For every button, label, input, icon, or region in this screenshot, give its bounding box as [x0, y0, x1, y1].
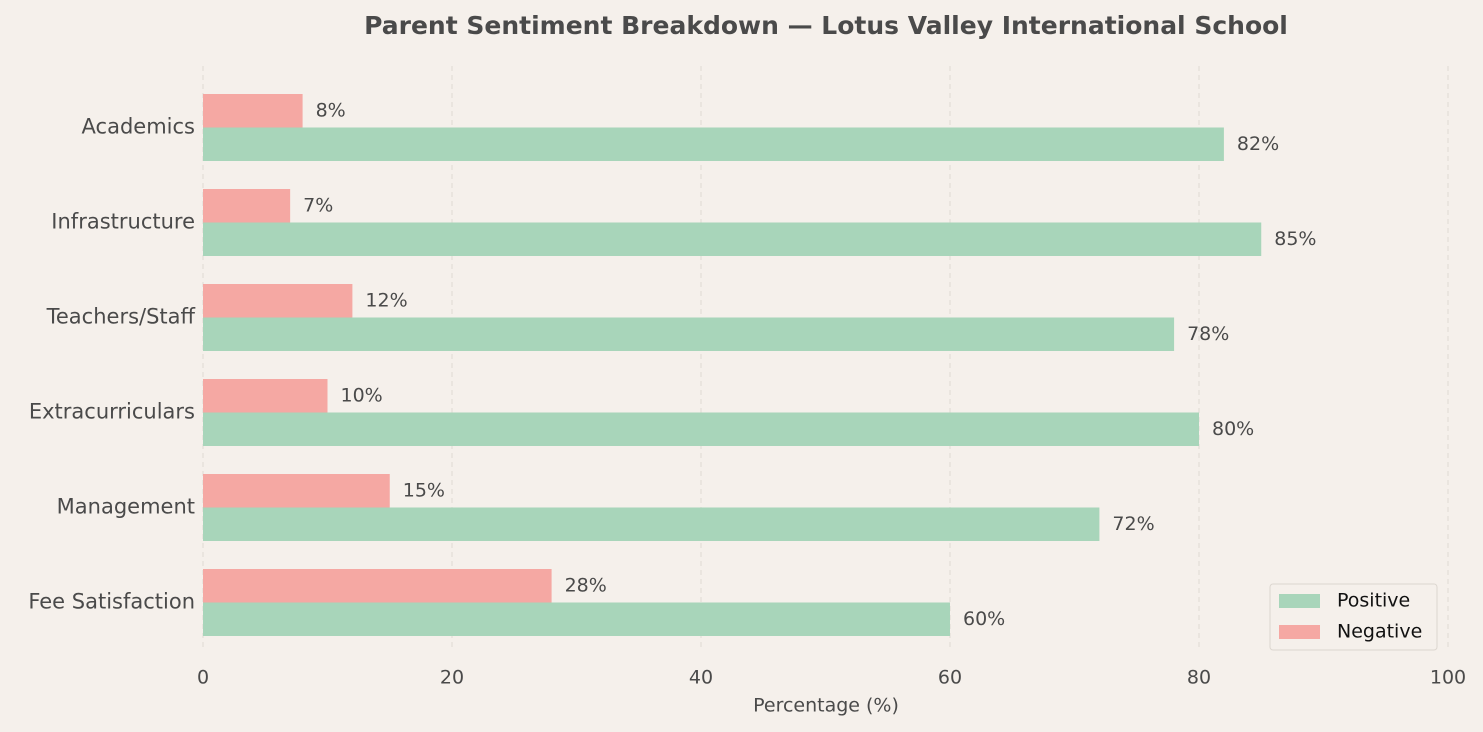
x-tick-label: 40: [689, 667, 713, 689]
bar: [203, 189, 291, 223]
value-label: 82%: [1237, 133, 1279, 155]
value-label: 80%: [1212, 418, 1254, 440]
y-tick-label: Fee Satisfaction: [28, 590, 195, 614]
chart-title: Parent Sentiment Breakdown — Lotus Valle…: [364, 11, 1288, 40]
y-tick-label: Academics: [82, 115, 195, 139]
x-tick-label: 60: [938, 667, 962, 689]
y-tick-label: Management: [57, 495, 195, 519]
value-label: 12%: [365, 289, 407, 311]
y-tick-label: Teachers/Staff: [46, 305, 196, 329]
x-tick-label: 100: [1430, 667, 1466, 689]
y-tick-label: Infrastructure: [51, 210, 195, 234]
bar: [203, 317, 1175, 351]
grid: 0 20 40 60 80 100: [197, 66, 1466, 689]
bars: Academics 82% 8% Infrastructure 85% 7% Teacher…: [28, 94, 1316, 636]
x-axis-label: Percentage (%): [753, 695, 899, 717]
legend-label: Positive: [1337, 590, 1410, 612]
x-tick-label: 80: [1187, 667, 1211, 689]
bar: [203, 379, 328, 413]
value-label: 28%: [565, 574, 607, 596]
value-label: 15%: [403, 479, 445, 501]
bar: [203, 222, 1262, 256]
value-label: 78%: [1187, 323, 1229, 345]
bar: [203, 602, 950, 636]
bar: [203, 284, 353, 318]
bar: [203, 412, 1199, 446]
x-tick-label: 20: [440, 667, 464, 689]
x-tick-label: 0: [197, 667, 209, 689]
value-label: 8%: [316, 99, 346, 121]
legend: Positive Negative: [1269, 583, 1438, 651]
y-tick-label: Extracurriculars: [29, 400, 195, 424]
value-label: 10%: [341, 384, 383, 406]
legend-swatch: [1279, 625, 1320, 639]
value-label: 60%: [963, 608, 1005, 630]
bar: [203, 474, 390, 508]
value-label: 85%: [1274, 228, 1316, 250]
legend-swatch: [1279, 594, 1320, 608]
legend-label: Negative: [1337, 621, 1422, 643]
bar: [203, 507, 1100, 541]
bar: [203, 569, 552, 603]
value-label: 7%: [303, 194, 333, 216]
value-label: 72%: [1112, 513, 1154, 535]
bar: [203, 127, 1224, 161]
bar: [203, 94, 303, 128]
